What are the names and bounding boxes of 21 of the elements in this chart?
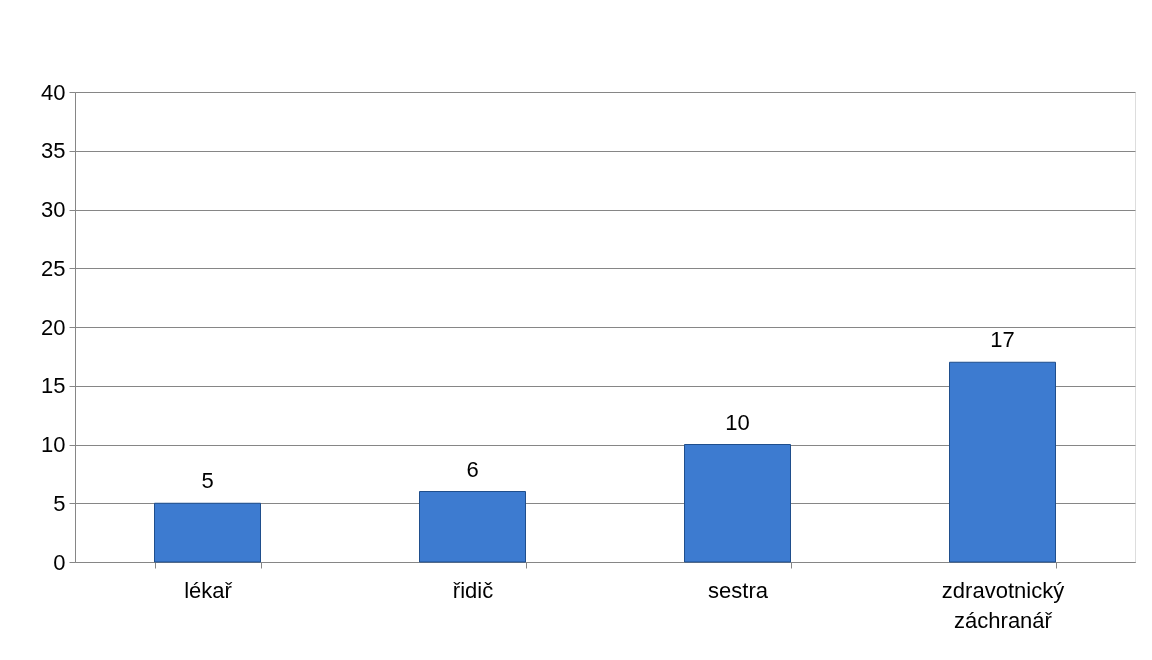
y-tick-label: 35 (41, 138, 66, 164)
data-label: 5 (201, 468, 214, 494)
x-tick-label: zdravotnický záchranář (941, 577, 1065, 633)
data-label: 6 (466, 456, 479, 482)
bar (949, 361, 1056, 563)
y-tick-label: 10 (41, 432, 66, 457)
y-tick-label: 0 (53, 549, 66, 575)
data-label: 10 (725, 409, 750, 435)
y-tick-label: 40 (41, 79, 66, 105)
x-tick-label: sestra (708, 577, 769, 603)
y-tick-label: 30 (41, 197, 66, 222)
x-tick-label: lékař (184, 577, 233, 603)
x-tick-label: řidič (452, 577, 494, 603)
y-tick-label: 20 (41, 314, 66, 340)
y-tick-label: 15 (41, 373, 66, 399)
bar (684, 444, 791, 563)
bar (419, 491, 526, 563)
y-tick-label: 5 (53, 490, 66, 516)
bar (154, 502, 261, 563)
y-tick-label: 25 (41, 255, 66, 281)
data-label: 17 (990, 327, 1015, 353)
